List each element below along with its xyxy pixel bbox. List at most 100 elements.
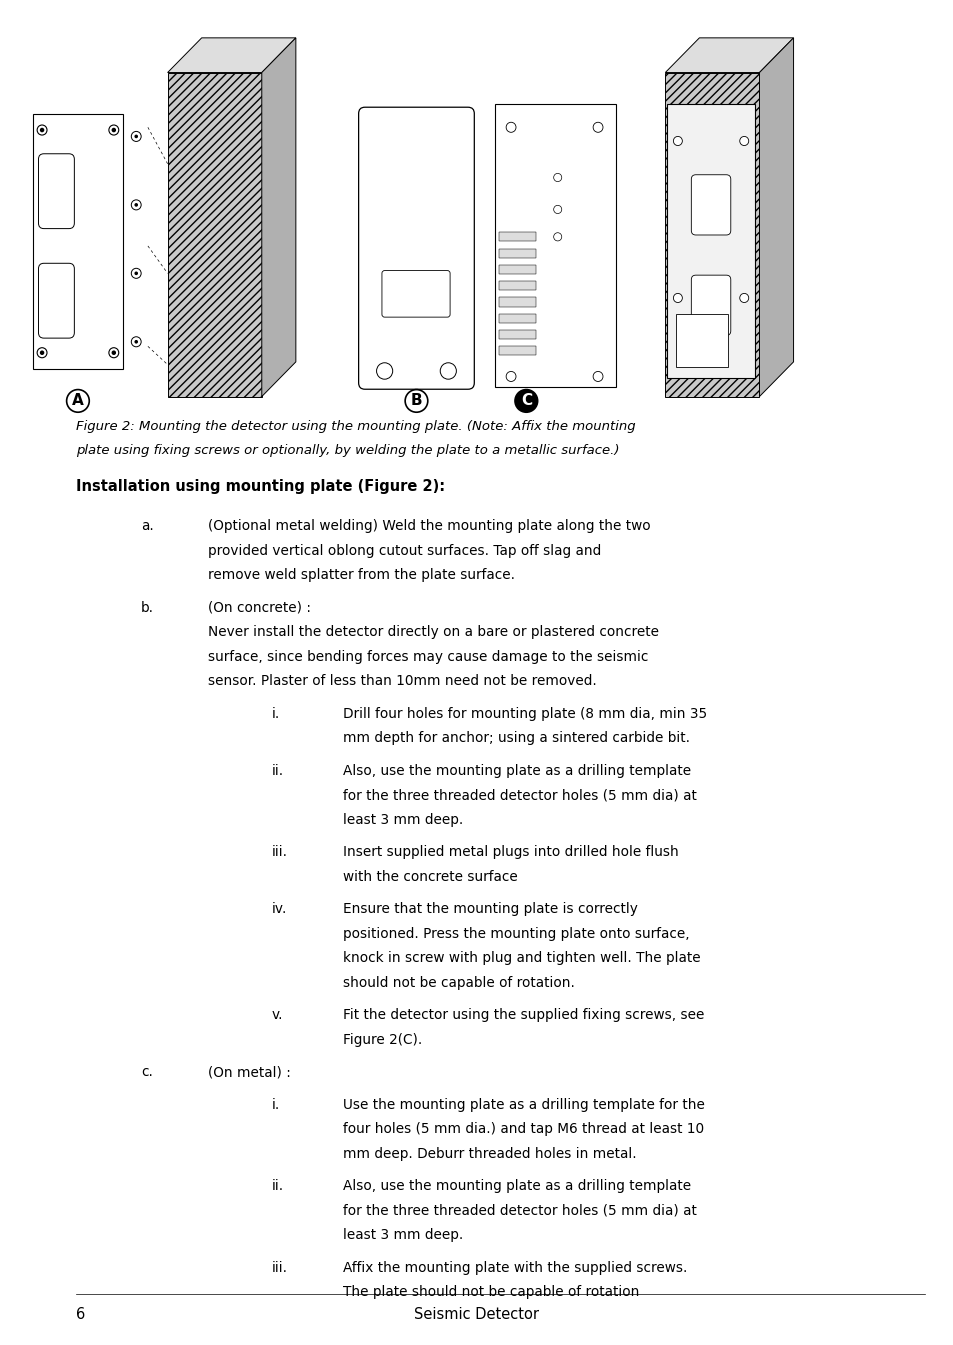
Circle shape <box>134 203 138 207</box>
Circle shape <box>739 293 748 303</box>
Circle shape <box>109 348 118 358</box>
Polygon shape <box>664 73 759 397</box>
Text: plate using fixing screws or optionally, by welding the plate to a metallic surf: plate using fixing screws or optionally,… <box>76 444 619 457</box>
Text: surface, since bending forces may cause damage to the seismic: surface, since bending forces may cause … <box>208 650 648 663</box>
Circle shape <box>134 272 138 276</box>
Text: B: B <box>410 393 422 409</box>
FancyBboxPatch shape <box>691 276 730 335</box>
Text: least 3 mm deep.: least 3 mm deep. <box>343 1228 463 1243</box>
Circle shape <box>134 340 138 343</box>
Text: knock in screw with plug and tighten well. The plate: knock in screw with plug and tighten wel… <box>343 951 700 966</box>
Circle shape <box>593 371 602 382</box>
Text: iii.: iii. <box>272 845 288 859</box>
Text: C: C <box>520 393 532 409</box>
Text: a.: a. <box>141 519 153 533</box>
Text: Figure 2(C).: Figure 2(C). <box>343 1033 422 1046</box>
Text: should not be capable of rotation.: should not be capable of rotation. <box>343 975 575 990</box>
Circle shape <box>112 351 116 355</box>
Text: b.: b. <box>141 601 154 615</box>
Text: A: A <box>72 393 84 409</box>
FancyBboxPatch shape <box>38 264 74 338</box>
Circle shape <box>673 293 681 303</box>
Circle shape <box>132 268 141 278</box>
FancyBboxPatch shape <box>498 249 536 258</box>
Circle shape <box>40 128 44 132</box>
FancyBboxPatch shape <box>676 315 727 367</box>
Text: Also, use the mounting plate as a drilling template: Also, use the mounting plate as a drilli… <box>343 1180 691 1193</box>
Text: for the three threaded detector holes (5 mm dia) at: for the three threaded detector holes (5… <box>343 788 697 802</box>
Circle shape <box>506 122 516 132</box>
Text: provided vertical oblong cutout surfaces. Tap off slag and: provided vertical oblong cutout surfaces… <box>208 543 600 558</box>
Text: Ensure that the mounting plate is correctly: Ensure that the mounting plate is correc… <box>343 902 638 916</box>
Text: least 3 mm deep.: least 3 mm deep. <box>343 812 463 827</box>
Circle shape <box>132 200 141 210</box>
Text: iii.: iii. <box>272 1260 288 1275</box>
Polygon shape <box>168 38 295 73</box>
Text: with the concrete surface: with the concrete surface <box>343 870 517 884</box>
Circle shape <box>132 336 141 347</box>
Text: remove weld splatter from the plate surface.: remove weld splatter from the plate surf… <box>208 568 515 582</box>
Circle shape <box>132 132 141 141</box>
Circle shape <box>134 134 138 139</box>
Circle shape <box>673 136 681 145</box>
Circle shape <box>439 363 456 379</box>
Text: Figure 2: Mounting the detector using the mounting plate. (Note: Affix the mount: Figure 2: Mounting the detector using th… <box>76 420 636 433</box>
Polygon shape <box>261 38 295 397</box>
Text: Installation using mounting plate (Figure 2):: Installation using mounting plate (Figur… <box>76 479 445 494</box>
Text: mm depth for anchor; using a sintered carbide bit.: mm depth for anchor; using a sintered ca… <box>343 732 690 745</box>
Text: sensor. Plaster of less than 10mm need not be removed.: sensor. Plaster of less than 10mm need n… <box>208 674 596 689</box>
Text: Fit the detector using the supplied fixing screws, see: Fit the detector using the supplied fixi… <box>343 1009 704 1022</box>
Circle shape <box>593 122 602 132</box>
Polygon shape <box>168 73 261 397</box>
Text: Never install the detector directly on a bare or plastered concrete: Never install the detector directly on a… <box>208 625 659 639</box>
Circle shape <box>553 206 561 214</box>
FancyBboxPatch shape <box>498 313 536 323</box>
FancyBboxPatch shape <box>38 153 74 229</box>
FancyBboxPatch shape <box>498 330 536 339</box>
Text: for the three threaded detector holes (5 mm dia) at: for the three threaded detector holes (5… <box>343 1204 697 1217</box>
FancyBboxPatch shape <box>498 347 536 355</box>
Text: ii.: ii. <box>272 1180 284 1193</box>
Text: v.: v. <box>272 1009 283 1022</box>
Text: Affix the mounting plate with the supplied screws.: Affix the mounting plate with the suppli… <box>343 1260 687 1275</box>
Text: Drill four holes for mounting plate (8 mm dia, min 35: Drill four holes for mounting plate (8 m… <box>343 706 707 721</box>
Polygon shape <box>33 113 123 369</box>
Text: Seismic Detector: Seismic Detector <box>414 1307 539 1322</box>
FancyBboxPatch shape <box>691 175 730 235</box>
Text: mm deep. Deburr threaded holes in metal.: mm deep. Deburr threaded holes in metal. <box>343 1147 637 1161</box>
Circle shape <box>37 348 47 358</box>
Text: (On concrete) :: (On concrete) : <box>208 601 311 615</box>
Text: iv.: iv. <box>272 902 287 916</box>
Circle shape <box>40 351 44 355</box>
Text: positioned. Press the mounting plate onto surface,: positioned. Press the mounting plate ont… <box>343 927 689 940</box>
Polygon shape <box>759 38 793 397</box>
Circle shape <box>37 125 47 134</box>
FancyBboxPatch shape <box>498 281 536 291</box>
Circle shape <box>109 125 118 134</box>
Text: Use the mounting plate as a drilling template for the: Use the mounting plate as a drilling tem… <box>343 1098 704 1112</box>
Text: (On metal) :: (On metal) : <box>208 1065 291 1079</box>
FancyBboxPatch shape <box>358 108 474 389</box>
Circle shape <box>112 128 116 132</box>
Polygon shape <box>664 38 793 73</box>
Text: c.: c. <box>141 1065 152 1079</box>
Text: The plate should not be capable of rotation: The plate should not be capable of rotat… <box>343 1286 639 1299</box>
Polygon shape <box>666 105 754 378</box>
Circle shape <box>553 233 561 241</box>
FancyBboxPatch shape <box>498 297 536 307</box>
Text: four holes (5 mm dia.) and tap M6 thread at least 10: four holes (5 mm dia.) and tap M6 thread… <box>343 1122 704 1137</box>
Text: (Optional metal welding) Weld the mounting plate along the two: (Optional metal welding) Weld the mounti… <box>208 519 650 533</box>
FancyBboxPatch shape <box>381 270 450 317</box>
Text: Also, use the mounting plate as a drilling template: Also, use the mounting plate as a drilli… <box>343 764 691 777</box>
Circle shape <box>553 174 561 182</box>
Circle shape <box>506 371 516 382</box>
Polygon shape <box>495 105 616 387</box>
Text: ii.: ii. <box>272 764 284 777</box>
Text: i.: i. <box>272 706 280 721</box>
FancyBboxPatch shape <box>498 265 536 274</box>
Circle shape <box>739 136 748 145</box>
Text: Insert supplied metal plugs into drilled hole flush: Insert supplied metal plugs into drilled… <box>343 845 679 859</box>
FancyBboxPatch shape <box>498 233 536 241</box>
Text: 6: 6 <box>76 1307 86 1322</box>
Circle shape <box>376 363 393 379</box>
